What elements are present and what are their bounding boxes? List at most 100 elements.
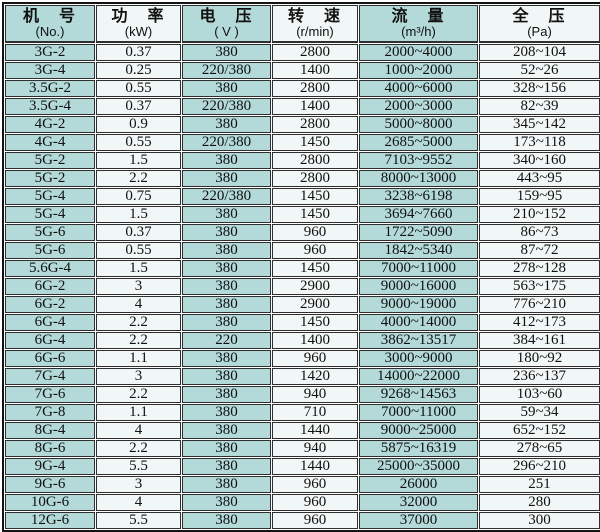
table-cell: 208~104 (479, 44, 600, 61)
table-row: 5G-4 0.75 220/380 1450 3238~6198 159~95 (5, 188, 600, 205)
table-cell: 103~60 (479, 386, 600, 403)
table-row: 6G-2 3 380 2900 9000~16000 563~175 (5, 278, 600, 295)
table-cell: 1450 (272, 188, 358, 205)
table-cell: 5G-2 (5, 170, 95, 187)
table-cell: 12G-6 (5, 512, 95, 529)
table-cell: 2800 (272, 80, 358, 97)
table-cell: 26000 (359, 476, 478, 493)
table-cell: 5G-4 (5, 206, 95, 223)
table-cell: 7103~9552 (359, 152, 478, 169)
table-cell: 0.55 (96, 80, 181, 97)
table-row: 8G-4 4 380 1440 9000~25000 652~152 (5, 422, 600, 439)
table-row: 6G-4 2.2 380 1450 4000~14000 412~173 (5, 314, 600, 331)
table-cell: 960 (272, 242, 358, 259)
table-cell: 0.37 (96, 98, 181, 115)
table-cell: 251 (479, 476, 600, 493)
column-title: 全 压 (512, 7, 567, 25)
table-body: 3G-2 0.37 380 2800 2000~4000 208~104 3G-4 0.25 2… (5, 44, 600, 529)
table-cell: 380 (182, 152, 271, 169)
table-cell: 380 (182, 422, 271, 439)
table-cell: 1722~5090 (359, 224, 478, 241)
table-cell: 0.25 (96, 62, 181, 79)
table-cell: 380 (182, 80, 271, 97)
table-cell: 1.5 (96, 152, 181, 169)
table-cell: 1400 (272, 62, 358, 79)
table-cell: 4 (96, 296, 181, 313)
table-cell: 4000~14000 (359, 314, 478, 331)
table-row: 7G-6 2.2 380 940 9268~14563 103~60 (5, 386, 600, 403)
table-cell: 1450 (272, 260, 358, 277)
table-cell: 0.55 (96, 134, 181, 151)
table-row: 3G-2 0.37 380 2800 2000~4000 208~104 (5, 44, 600, 61)
table-cell: 2.2 (96, 170, 181, 187)
table-cell: 2000~3000 (359, 98, 478, 115)
table-cell: 4 (96, 422, 181, 439)
table-cell: 220/380 (182, 98, 271, 115)
column-unit: (Pa) (527, 24, 552, 40)
table-cell: 340~160 (479, 152, 600, 169)
table-cell: 0.75 (96, 188, 181, 205)
table-cell: 1440 (272, 422, 358, 439)
table-cell: 220 (182, 332, 271, 349)
table-row: 3.5G-2 0.55 380 2800 4000~6000 328~156 (5, 80, 600, 97)
table-cell: 380 (182, 458, 271, 475)
table-cell: 652~152 (479, 422, 600, 439)
table-row: 9G-6 3 380 960 26000 251 (5, 476, 600, 493)
table-cell: 380 (182, 368, 271, 385)
table-cell: 328~156 (479, 80, 600, 97)
table-cell: 4 (96, 494, 181, 511)
column-header-flow: 流 量 (m³/h) (359, 5, 478, 43)
column-header-speed: 转 速 (r/min) (272, 5, 358, 43)
table-cell: 210~152 (479, 206, 600, 223)
table-cell: 2.2 (96, 386, 181, 403)
table-cell: 380 (182, 170, 271, 187)
table-cell: 2000~4000 (359, 44, 478, 61)
table-cell: 1440 (272, 458, 358, 475)
column-title: 功 率 (111, 7, 166, 25)
table-cell: 220/380 (182, 134, 271, 151)
column-title: 电 压 (199, 7, 254, 25)
table-cell: 380 (182, 314, 271, 331)
table-cell: 3862~13517 (359, 332, 478, 349)
table-cell: 7000~11000 (359, 404, 478, 421)
table-cell: 380 (182, 404, 271, 421)
table-cell: 86~73 (479, 224, 600, 241)
column-unit: (m³/h) (401, 24, 436, 40)
table-cell: 2900 (272, 296, 358, 313)
table-row: 10G-6 4 380 960 32000 280 (5, 494, 600, 511)
table-cell: 0.37 (96, 44, 181, 61)
column-header-pressure: 全 压 (Pa) (479, 5, 600, 43)
table-cell: 3 (96, 476, 181, 493)
table-cell: 1.5 (96, 260, 181, 277)
table-cell: 5G-4 (5, 188, 95, 205)
table-cell: 1.1 (96, 350, 181, 367)
table-cell: 8G-4 (5, 422, 95, 439)
column-unit: (r/min) (296, 24, 334, 40)
table-cell: 4G-4 (5, 134, 95, 151)
table-cell: 159~95 (479, 188, 600, 205)
table-cell: 1450 (272, 134, 358, 151)
table-cell: 5.6G-4 (5, 260, 95, 277)
table-cell: 5G-6 (5, 224, 95, 241)
table-cell: 443~95 (479, 170, 600, 187)
table-cell: 380 (182, 350, 271, 367)
table-cell: 6G-4 (5, 332, 95, 349)
table-cell: 4G-2 (5, 116, 95, 133)
table-row: 5G-4 1.5 380 1450 3694~7660 210~152 (5, 206, 600, 223)
table-cell: 2800 (272, 170, 358, 187)
table-cell: 563~175 (479, 278, 600, 295)
table-cell: 380 (182, 512, 271, 529)
table-cell: 7G-6 (5, 386, 95, 403)
table-cell: 380 (182, 206, 271, 223)
table-cell: 5000~8000 (359, 116, 478, 133)
table-cell: 1842~5340 (359, 242, 478, 259)
table-cell: 6G-6 (5, 350, 95, 367)
table-cell: 1.1 (96, 404, 181, 421)
table-cell: 220/380 (182, 62, 271, 79)
table-cell: 3694~7660 (359, 206, 478, 223)
table-cell: 1420 (272, 368, 358, 385)
table-cell: 5.5 (96, 512, 181, 529)
table-cell: 960 (272, 494, 358, 511)
table-row: 12G-6 5.5 380 960 37000 300 (5, 512, 600, 529)
table-cell: 25000~35000 (359, 458, 478, 475)
